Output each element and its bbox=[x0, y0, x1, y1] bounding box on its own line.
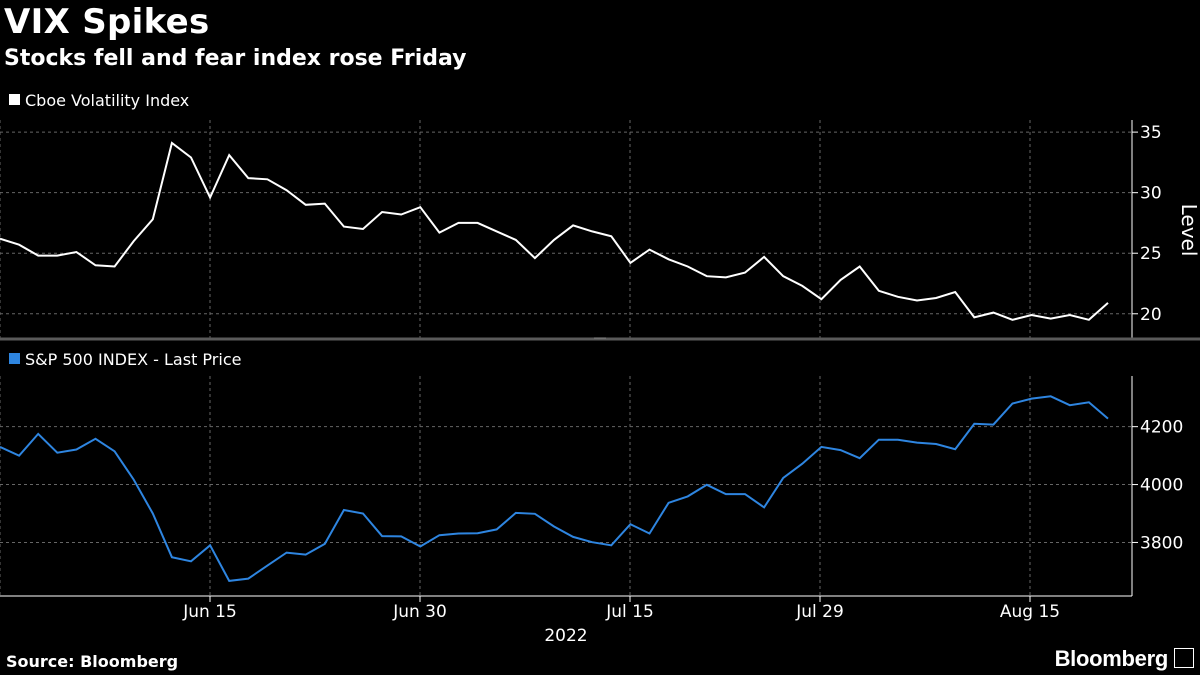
vix-ytick-label: 30 bbox=[1140, 184, 1162, 204]
bloomberg-logo-icon bbox=[1174, 648, 1194, 668]
x-tick-label: Aug 15 bbox=[1000, 602, 1060, 622]
spx-ytick-label: 3800 bbox=[1140, 533, 1183, 553]
vix-legend-label: Cboe Volatility Index bbox=[25, 91, 189, 110]
x-tick-label: Jun 15 bbox=[182, 602, 237, 622]
spx-legend-label: S&P 500 INDEX - Last Price bbox=[25, 350, 241, 369]
chart-subtitle: Stocks fell and fear index rose Friday bbox=[4, 46, 467, 71]
vix-series-line bbox=[0, 141, 1109, 321]
spx-panel: S&P 500 INDEX - Last Price 380040004200 … bbox=[0, 350, 1183, 646]
vix-ytick-label: 25 bbox=[1140, 244, 1162, 264]
spx-ytick-label: 4000 bbox=[1140, 476, 1183, 496]
vix-ytick-label: 20 bbox=[1140, 305, 1162, 325]
source-note: Source: Bloomberg bbox=[6, 652, 179, 671]
vix-legend-swatch bbox=[9, 94, 20, 105]
spx-series-line bbox=[0, 395, 1109, 582]
spx-legend-swatch bbox=[9, 353, 20, 364]
bloomberg-logo: Bloomberg bbox=[1054, 646, 1169, 671]
vix-panel: Cboe Volatility Index 20 25 30 35 Level bbox=[0, 91, 1200, 338]
x-tick-label: Jun 30 bbox=[392, 602, 447, 622]
x-tick-label: Jul 15 bbox=[605, 602, 654, 622]
x-axis-year-label: 2022 bbox=[544, 626, 587, 646]
chart-title: VIX Spikes bbox=[4, 2, 210, 42]
spx-ytick-label: 4200 bbox=[1140, 418, 1183, 438]
vix-ytick-label: 35 bbox=[1140, 123, 1162, 143]
vix-ylabel: Level bbox=[1177, 204, 1200, 257]
x-tick-label: Jul 29 bbox=[795, 602, 844, 622]
